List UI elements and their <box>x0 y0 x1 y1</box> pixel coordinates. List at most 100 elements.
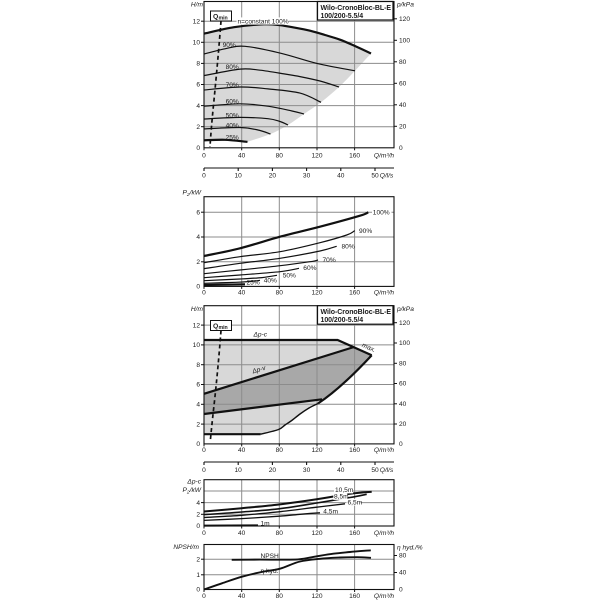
svg-text:p/kPa: p/kPa <box>396 2 414 9</box>
svg-text:Q/m³/h: Q/m³/h <box>374 447 394 454</box>
svg-text:120: 120 <box>311 152 322 159</box>
svg-text:2: 2 <box>196 124 200 131</box>
svg-text:20: 20 <box>269 467 277 474</box>
svg-text:90%: 90% <box>223 42 236 49</box>
svg-text:120: 120 <box>311 290 322 297</box>
svg-text:40: 40 <box>238 290 246 297</box>
svg-text:4: 4 <box>196 234 200 241</box>
svg-text:Q/m³/h: Q/m³/h <box>374 530 394 537</box>
svg-text:0: 0 <box>202 593 206 600</box>
svg-text:NPSH: NPSH <box>261 553 280 560</box>
svg-text:10: 10 <box>235 173 243 180</box>
svg-text:4: 4 <box>196 402 200 409</box>
svg-text:Δp-v: Δp-v <box>251 365 268 376</box>
svg-text:40: 40 <box>337 467 345 474</box>
svg-text:80: 80 <box>399 553 407 560</box>
svg-text:6,5m: 6,5m <box>348 499 363 506</box>
svg-text:0: 0 <box>202 530 206 537</box>
svg-text:2: 2 <box>196 259 200 266</box>
svg-text:20: 20 <box>269 173 277 180</box>
svg-text:50%: 50% <box>283 273 296 280</box>
svg-text:10: 10 <box>193 40 201 47</box>
svg-text:160: 160 <box>349 152 360 159</box>
svg-text:10: 10 <box>235 467 243 474</box>
svg-text:12: 12 <box>193 18 201 25</box>
svg-text:60%: 60% <box>303 265 316 272</box>
svg-text:0: 0 <box>202 152 206 159</box>
svg-text:40%: 40% <box>226 122 239 129</box>
svg-text:8,5m: 8,5m <box>334 494 349 501</box>
svg-text:0: 0 <box>202 173 206 180</box>
svg-text:60: 60 <box>399 381 407 388</box>
svg-text:p/kPa: p/kPa <box>396 306 414 313</box>
svg-text:2: 2 <box>196 421 200 428</box>
svg-text:40: 40 <box>238 152 246 159</box>
svg-text:120: 120 <box>311 593 322 600</box>
svg-text:30: 30 <box>303 173 311 180</box>
svg-text:20: 20 <box>399 124 407 131</box>
svg-text:Wilo-CronoBloc-BL-E: Wilo-CronoBloc-BL-E <box>321 5 392 12</box>
svg-text:50: 50 <box>371 467 379 474</box>
svg-text:0: 0 <box>196 145 200 152</box>
svg-text:80: 80 <box>276 593 284 600</box>
svg-text:160: 160 <box>349 593 360 600</box>
svg-text:40: 40 <box>399 401 407 408</box>
svg-text:40%: 40% <box>264 278 277 285</box>
svg-text:4: 4 <box>196 103 200 110</box>
svg-text:100%: 100% <box>373 210 390 217</box>
svg-text:Q/m³/h: Q/m³/h <box>374 290 394 297</box>
svg-text:30: 30 <box>303 467 311 474</box>
svg-text:min: min <box>219 325 228 331</box>
svg-text:50: 50 <box>371 173 379 180</box>
svg-text:10,5m: 10,5m <box>335 487 354 494</box>
svg-text:4,5m: 4,5m <box>323 509 338 516</box>
svg-text:6: 6 <box>196 209 200 216</box>
svg-text:P2/kW: P2/kW <box>183 189 202 198</box>
svg-text:P2/kW: P2/kW <box>183 487 202 496</box>
svg-text:70%: 70% <box>226 82 239 89</box>
svg-text:60%: 60% <box>226 98 239 105</box>
svg-text:10: 10 <box>193 342 201 349</box>
svg-text:2: 2 <box>196 512 200 519</box>
svg-text:min: min <box>219 16 228 22</box>
svg-text:Q/m³/h: Q/m³/h <box>374 152 394 159</box>
svg-text:90%: 90% <box>359 228 372 235</box>
svg-text:80%: 80% <box>226 64 239 71</box>
svg-text:Δp-c: Δp-c <box>253 331 268 338</box>
svg-text:70%: 70% <box>323 257 336 264</box>
svg-text:8: 8 <box>196 61 200 68</box>
svg-text:Q/l/s: Q/l/s <box>380 467 394 474</box>
svg-text:40: 40 <box>399 102 407 109</box>
svg-text:4: 4 <box>196 500 200 507</box>
svg-text:100/200-5.5/4: 100/200-5.5/4 <box>321 13 364 20</box>
svg-text:0: 0 <box>399 441 403 448</box>
svg-text:1m: 1m <box>261 521 271 528</box>
svg-text:H/m: H/m <box>191 306 204 313</box>
svg-text:2: 2 <box>196 556 200 563</box>
svg-text:80: 80 <box>399 59 407 66</box>
svg-text:120: 120 <box>311 447 322 454</box>
svg-text:0: 0 <box>202 467 206 474</box>
svg-text:η hyd./%: η hyd./% <box>397 545 423 552</box>
svg-text:Q/l/s: Q/l/s <box>380 173 394 180</box>
svg-text:η hyd.: η hyd. <box>261 568 279 575</box>
svg-text:0: 0 <box>202 290 206 297</box>
svg-text:100: 100 <box>399 38 410 45</box>
svg-text:160: 160 <box>349 447 360 454</box>
svg-text:6: 6 <box>196 82 200 89</box>
svg-text:20: 20 <box>399 421 407 428</box>
svg-text:100: 100 <box>399 340 410 347</box>
svg-text:NPSH/m: NPSH/m <box>173 544 199 551</box>
svg-text:Q/m³/h: Q/m³/h <box>374 593 394 600</box>
svg-text:H/m: H/m <box>191 2 204 9</box>
svg-text:80: 80 <box>276 530 284 537</box>
svg-text:6: 6 <box>196 382 200 389</box>
svg-text:0: 0 <box>196 284 200 291</box>
svg-text:Δp-c: Δp-c <box>186 479 201 486</box>
svg-text:25%: 25% <box>226 134 239 141</box>
svg-text:40: 40 <box>399 570 407 577</box>
svg-text:n=constant 100%: n=constant 100% <box>238 18 289 25</box>
svg-text:60: 60 <box>399 81 407 88</box>
svg-text:0: 0 <box>399 587 403 594</box>
svg-text:80: 80 <box>276 447 284 454</box>
